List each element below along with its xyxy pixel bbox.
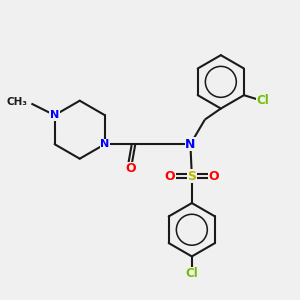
- Text: N: N: [100, 139, 110, 149]
- Text: N: N: [50, 110, 59, 120]
- Text: O: O: [126, 162, 136, 175]
- Text: O: O: [165, 169, 176, 183]
- Text: CH₃: CH₃: [6, 97, 27, 107]
- Text: Cl: Cl: [185, 267, 198, 280]
- Text: Cl: Cl: [256, 94, 269, 107]
- Text: N: N: [185, 138, 196, 151]
- Text: O: O: [208, 169, 219, 183]
- Text: S: S: [187, 169, 196, 183]
